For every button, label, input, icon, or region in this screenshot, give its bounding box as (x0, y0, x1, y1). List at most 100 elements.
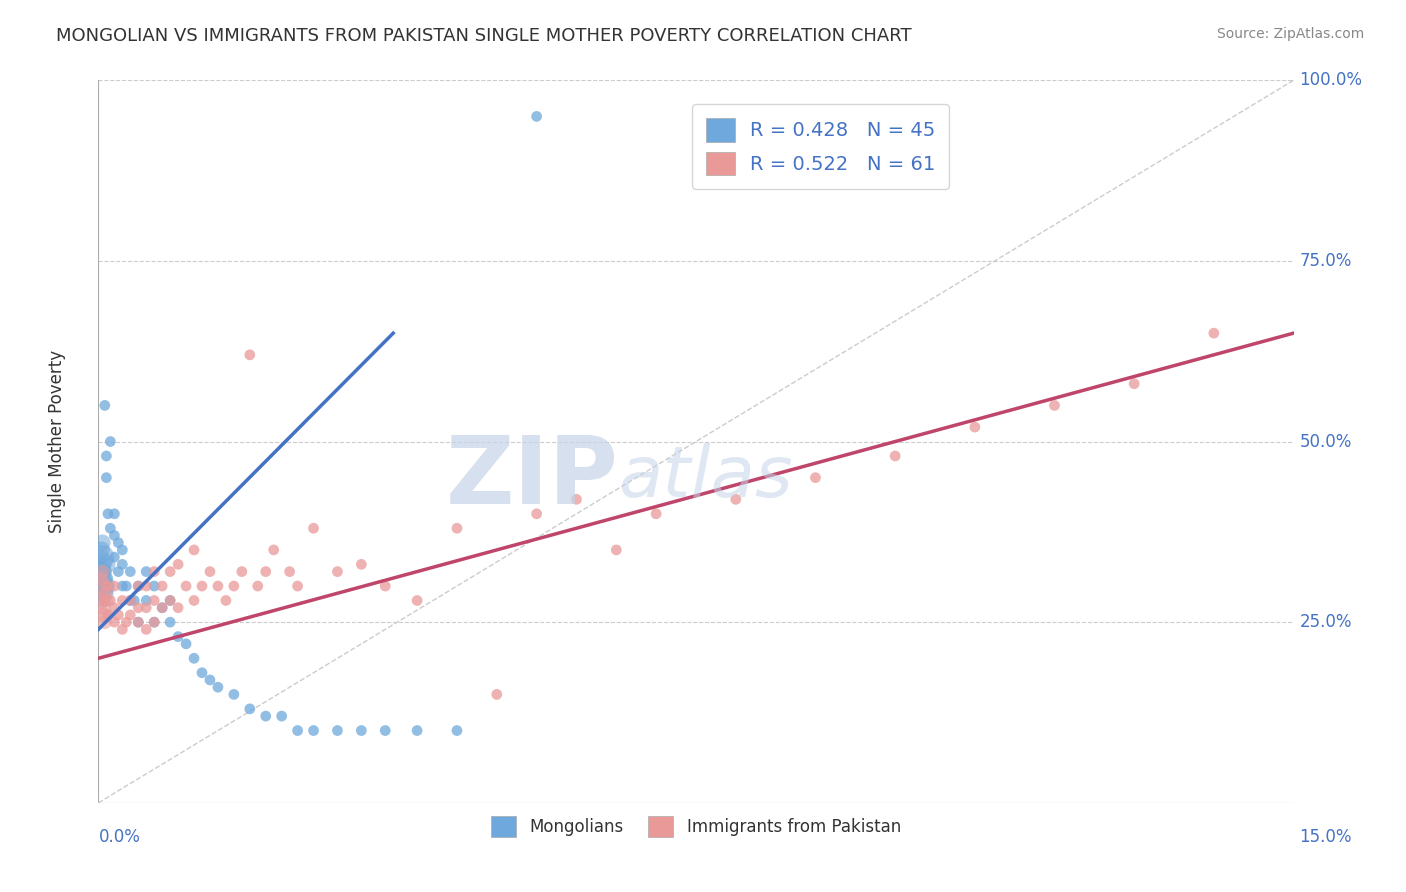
Point (374, 579, 396, 593)
Point (270, 709, 292, 723)
Point (207, 680, 229, 694)
Point (287, 579, 309, 593)
Point (724, 492, 747, 507)
Point (183, 593, 205, 607)
Point (120, 565, 142, 579)
Point (111, 593, 134, 607)
Point (103, 507, 125, 521)
Point (127, 579, 149, 593)
Point (96, 470, 118, 484)
Point (90, 542, 112, 557)
Point (107, 565, 129, 579)
Text: MONGOLIAN VS IMMIGRANTS FROM PAKISTAN SINGLE MOTHER POVERTY CORRELATION CHART: MONGOLIAN VS IMMIGRANTS FROM PAKISTAN SI… (56, 27, 912, 45)
Point (150, 579, 173, 593)
Point (183, 651, 205, 665)
Point (350, 558, 373, 572)
Point (263, 542, 285, 557)
Text: 0.0%: 0.0% (98, 828, 141, 847)
Point (94, 586, 117, 600)
Point (91, 600, 114, 615)
Point (174, 579, 197, 593)
Point (103, 579, 125, 593)
Point (167, 630, 190, 644)
Point (446, 521, 468, 535)
Point (135, 579, 157, 593)
Point (159, 565, 181, 579)
Point (884, 449, 907, 463)
Point (135, 623, 157, 637)
Point (103, 550, 125, 565)
Point (143, 565, 166, 579)
Point (239, 702, 262, 716)
Point (111, 542, 134, 557)
Point (111, 623, 134, 637)
Point (91, 565, 114, 579)
Text: Source: ZipAtlas.com: Source: ZipAtlas.com (1216, 27, 1364, 41)
Point (94, 593, 117, 607)
Point (159, 593, 181, 607)
Point (97, 507, 120, 521)
Point (1043, 398, 1066, 412)
Point (207, 579, 229, 593)
Point (115, 615, 138, 630)
Point (90, 579, 112, 593)
Point (167, 600, 190, 615)
Point (183, 542, 205, 557)
Text: 25.0%: 25.0% (1299, 613, 1353, 632)
Point (97, 607, 120, 622)
Point (91, 572, 114, 586)
Legend: Mongolians, Immigrants from Pakistan: Mongolians, Immigrants from Pakistan (482, 808, 910, 845)
Point (91, 593, 114, 607)
Point (120, 607, 142, 622)
Point (278, 565, 301, 579)
Point (135, 565, 157, 579)
Point (124, 593, 146, 607)
Point (302, 521, 325, 535)
Point (350, 723, 373, 738)
Text: 50.0%: 50.0% (1299, 433, 1353, 450)
Point (98, 521, 122, 535)
Point (645, 507, 668, 521)
Point (1123, 376, 1146, 391)
Point (127, 600, 149, 615)
Point (159, 593, 181, 607)
Point (127, 615, 149, 630)
Point (191, 665, 214, 680)
Point (94, 398, 117, 412)
Point (326, 723, 349, 738)
Point (90, 593, 112, 607)
Point (90, 572, 112, 586)
Point (287, 723, 309, 738)
Point (485, 687, 508, 701)
Point (326, 565, 349, 579)
Point (150, 600, 173, 615)
Point (103, 615, 125, 630)
Point (103, 600, 125, 615)
Point (406, 723, 429, 738)
Text: 100.0%: 100.0% (1299, 71, 1362, 89)
Point (150, 600, 173, 615)
Point (374, 723, 396, 738)
Point (446, 723, 468, 738)
Point (222, 687, 245, 701)
Point (111, 558, 134, 572)
Point (254, 565, 277, 579)
Point (91, 550, 114, 565)
Point (91, 535, 114, 549)
Text: 75.0%: 75.0% (1299, 252, 1353, 270)
Point (90, 565, 112, 579)
Point (215, 593, 238, 607)
Point (96, 572, 118, 586)
Text: atlas: atlas (619, 443, 793, 512)
Point (93, 607, 115, 622)
Point (963, 420, 986, 434)
Point (143, 593, 166, 607)
Point (98, 593, 122, 607)
Point (94, 615, 117, 630)
Point (246, 579, 269, 593)
Point (605, 542, 627, 557)
Point (239, 348, 262, 362)
Point (143, 615, 166, 630)
Point (91, 579, 114, 593)
Point (191, 579, 214, 593)
